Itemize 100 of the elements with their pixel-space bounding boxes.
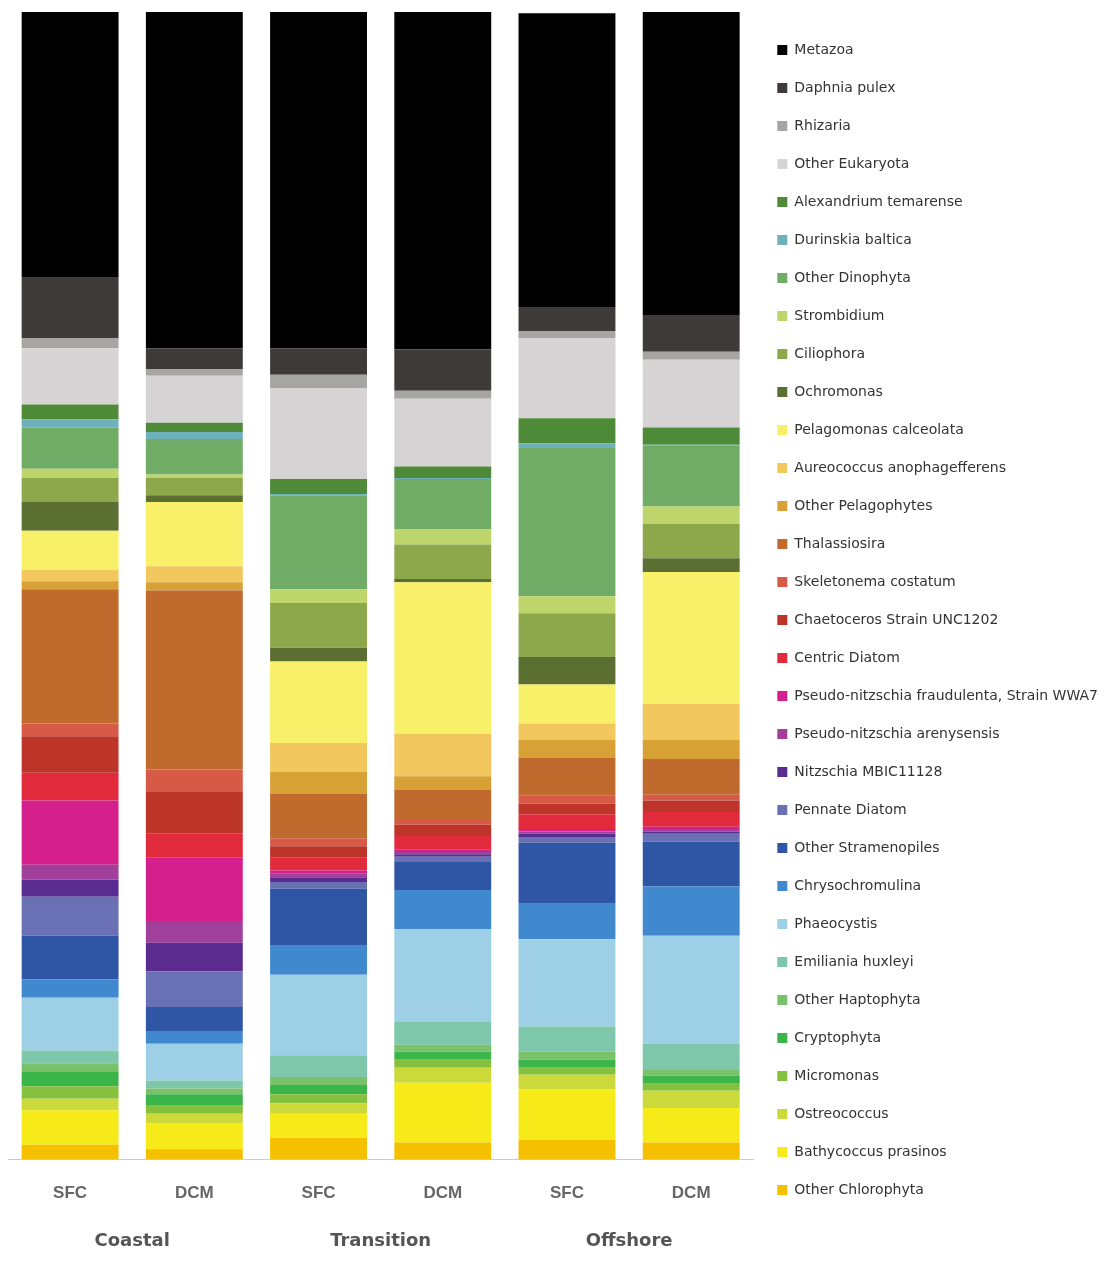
bar (145, 582, 243, 591)
bar (145, 590, 243, 770)
bar (394, 733, 492, 777)
bar (270, 661, 367, 744)
bar (21, 337, 119, 349)
bar (145, 566, 243, 583)
bar (21, 419, 119, 428)
bar (145, 1094, 243, 1106)
bar (270, 348, 367, 375)
legend-label: Aureococcus anophagefferens (794, 458, 1007, 475)
bar (518, 795, 616, 804)
legend-label: Phaeocystis (794, 914, 878, 931)
bar (145, 1088, 243, 1095)
bar (642, 759, 740, 795)
bar (642, 811, 740, 827)
bar (270, 870, 367, 874)
bar (145, 1031, 243, 1044)
bar (518, 448, 616, 597)
bar (21, 530, 119, 570)
bar (21, 935, 119, 980)
bar (145, 1149, 243, 1160)
bar (642, 1142, 740, 1160)
bar (21, 800, 119, 865)
text: Coastal (94, 1228, 170, 1250)
legend-label: Other Stramenopiles (794, 838, 940, 855)
bar (21, 348, 119, 405)
bar (394, 824, 492, 836)
bar (145, 368, 243, 376)
bar (145, 12, 243, 349)
legend-label: Other Dinophyta (794, 268, 911, 285)
legend-label: Other Pelagophytes (794, 496, 933, 513)
bar (642, 558, 740, 573)
bar (518, 337, 616, 419)
bar (394, 889, 492, 929)
bar (21, 864, 119, 880)
bar (145, 971, 243, 1007)
legend-label: Micromonas (794, 1066, 879, 1083)
bar (21, 1098, 119, 1111)
bar (270, 771, 367, 794)
bar (394, 1051, 492, 1060)
legend-label: Pseudo-nitzschia arenysensis (794, 724, 1000, 741)
bar (270, 479, 367, 494)
bar (518, 418, 616, 444)
legend-label: Chaetoceros Strain UNC1202 (794, 610, 999, 627)
bar (145, 857, 243, 921)
bar (518, 1059, 616, 1068)
bar (270, 743, 367, 772)
bar (270, 589, 367, 604)
bar (642, 886, 740, 936)
bar (394, 349, 492, 391)
legend-label: Other Chlorophyta (794, 1180, 924, 1197)
bar (394, 398, 492, 467)
legend-label: Emiliania huxleyi (794, 952, 914, 969)
bar (270, 603, 367, 648)
bar (518, 803, 616, 815)
bar (21, 736, 119, 773)
bar (518, 739, 616, 758)
bar (394, 479, 492, 530)
bar (394, 861, 492, 890)
bar (642, 445, 740, 507)
bar (21, 723, 119, 737)
bar (394, 1142, 492, 1160)
x-tick-label: SFC (53, 1183, 88, 1203)
bar (21, 772, 119, 801)
bar (21, 979, 119, 998)
bar (145, 1080, 243, 1089)
bar (518, 1051, 616, 1060)
bar (394, 12, 492, 350)
bar (145, 375, 243, 423)
bar (21, 1063, 119, 1072)
bar (145, 791, 243, 834)
bar (270, 647, 367, 662)
bar (394, 835, 492, 850)
bar (145, 1006, 243, 1032)
bar (394, 1067, 492, 1083)
legend-label: Durinskia baltica (794, 230, 912, 247)
bar (642, 1083, 740, 1091)
bar (21, 404, 119, 420)
bar (21, 427, 119, 469)
bar (270, 1094, 367, 1104)
bar (270, 1076, 367, 1086)
legend-label: Strombidium (794, 306, 885, 323)
bar (518, 814, 616, 830)
bar (145, 422, 243, 433)
bar (642, 1090, 740, 1108)
bar (518, 331, 616, 338)
bar (270, 388, 367, 480)
bar (394, 1082, 492, 1143)
bar (518, 1074, 616, 1090)
bar (21, 502, 119, 531)
bar (642, 427, 740, 445)
bar (270, 1103, 367, 1114)
bar (642, 1107, 740, 1143)
bar (642, 935, 740, 1044)
bar (518, 723, 616, 740)
bar (145, 502, 243, 567)
bar (270, 857, 367, 871)
bar (394, 544, 492, 579)
legend-label: Centric Diatom (794, 648, 900, 665)
bar (145, 920, 243, 943)
